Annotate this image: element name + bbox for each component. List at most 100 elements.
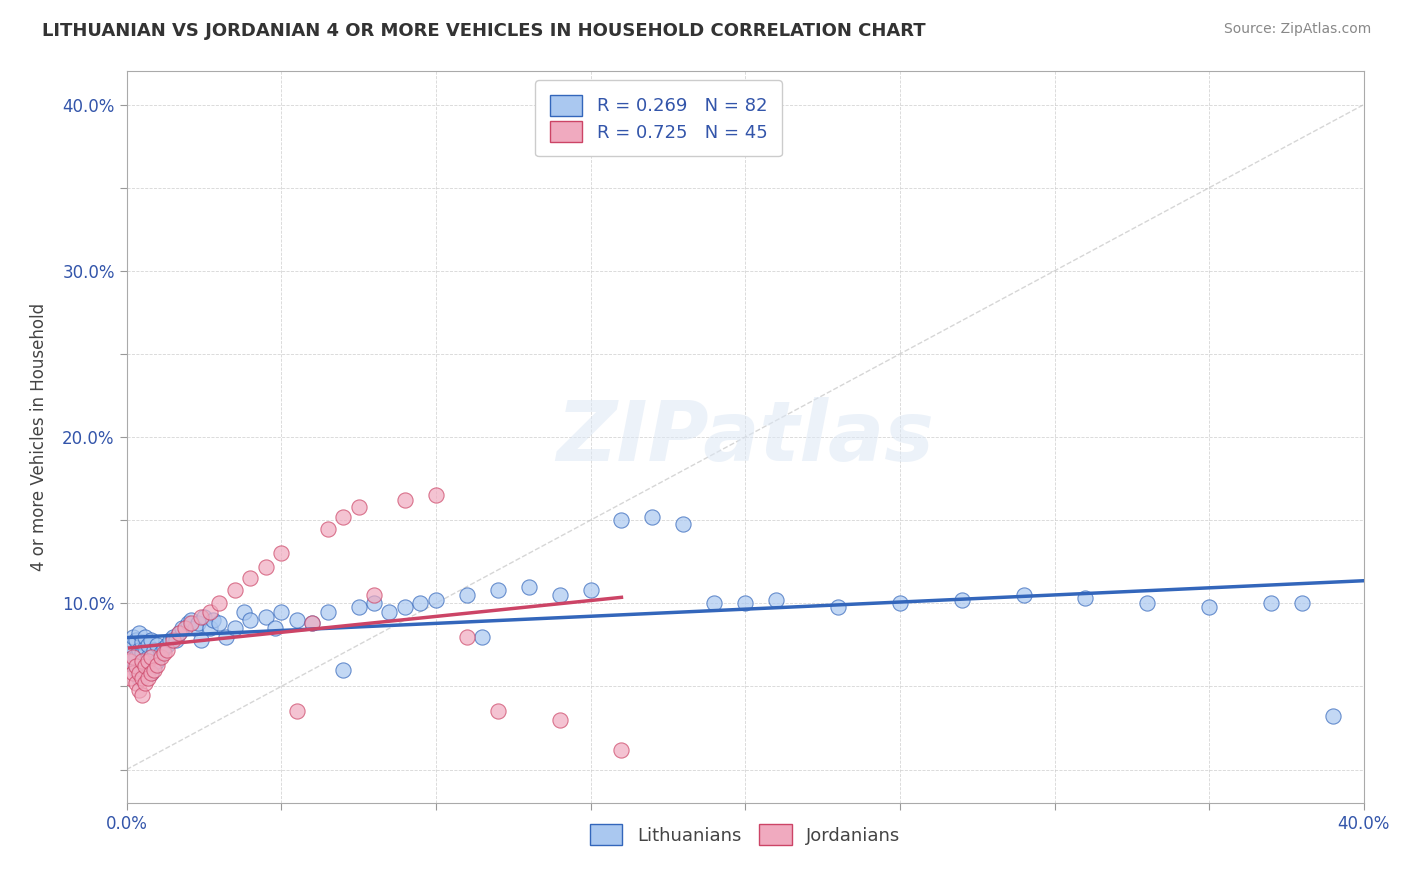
Legend: Lithuanians, Jordanians: Lithuanians, Jordanians [582, 817, 908, 852]
Point [136, 649, 159, 664]
Point [128, 682, 150, 697]
Point [152, 641, 174, 656]
Point [136, 671, 159, 685]
Point [174, 621, 197, 635]
Point [610, 513, 633, 527]
Point [134, 641, 156, 656]
Point [208, 596, 231, 610]
Point [134, 676, 156, 690]
Point [125, 659, 148, 673]
Point [167, 626, 190, 640]
Point [765, 593, 787, 607]
Point [143, 659, 166, 673]
Point [190, 632, 212, 647]
Point [224, 621, 246, 635]
Point [316, 605, 339, 619]
Point [118, 638, 141, 652]
Point [208, 616, 231, 631]
Point [149, 649, 172, 664]
Point [1291, 596, 1313, 610]
Point [394, 493, 416, 508]
Point [159, 632, 181, 647]
Point [734, 596, 756, 610]
Point [456, 630, 478, 644]
Point [378, 605, 401, 619]
Point [121, 630, 143, 644]
Point [363, 588, 385, 602]
Point [254, 609, 277, 624]
Point [548, 588, 571, 602]
Point [128, 666, 150, 681]
Point [183, 621, 205, 635]
Text: LITHUANIAN VS JORDANIAN 4 OR MORE VEHICLES IN HOUSEHOLD CORRELATION CHART: LITHUANIAN VS JORDANIAN 4 OR MORE VEHICL… [42, 22, 925, 40]
Point [1322, 709, 1344, 723]
Point [118, 655, 141, 669]
Point [131, 657, 153, 672]
Point [146, 655, 169, 669]
Point [270, 546, 292, 560]
Point [152, 646, 174, 660]
Point [118, 671, 141, 685]
Point [347, 500, 370, 514]
Point [143, 643, 166, 657]
Point [141, 666, 163, 681]
Point [156, 643, 179, 657]
Point [316, 521, 339, 535]
Point [131, 655, 153, 669]
Point [146, 657, 169, 672]
Point [177, 616, 200, 631]
Point [128, 626, 150, 640]
Point [134, 655, 156, 669]
Point [239, 613, 262, 627]
Point [425, 488, 447, 502]
Point [141, 632, 163, 647]
Point [131, 688, 153, 702]
Point [285, 705, 308, 719]
Point [486, 705, 509, 719]
Point [172, 621, 194, 635]
Point [198, 621, 221, 635]
Point [950, 593, 973, 607]
Point [134, 630, 156, 644]
Point [1198, 599, 1220, 614]
Point [332, 663, 354, 677]
Point [254, 559, 277, 574]
Point [548, 713, 571, 727]
Point [214, 630, 236, 644]
Point [146, 638, 169, 652]
Point [125, 676, 148, 690]
Point [136, 663, 159, 677]
Point [156, 638, 179, 652]
Point [128, 671, 150, 685]
Point [167, 626, 190, 640]
Point [202, 613, 225, 627]
Point [134, 659, 156, 673]
Point [409, 596, 432, 610]
Point [136, 655, 159, 669]
Point [1136, 596, 1159, 610]
Point [486, 582, 509, 597]
Point [141, 649, 163, 664]
Point [198, 605, 221, 619]
Point [1260, 596, 1282, 610]
Point [641, 509, 664, 524]
Text: ZIPatlas: ZIPatlas [557, 397, 934, 477]
Point [149, 646, 172, 660]
Point [187, 616, 209, 631]
Point [301, 616, 323, 631]
Point [301, 616, 323, 631]
Point [121, 666, 143, 681]
Point [141, 649, 163, 664]
Point [224, 582, 246, 597]
Point [125, 649, 148, 664]
Point [193, 609, 215, 624]
Point [703, 596, 725, 610]
Y-axis label: 4 or more Vehicles in Household: 4 or more Vehicles in Household [31, 303, 48, 571]
Point [162, 630, 184, 644]
Point [131, 646, 153, 660]
Point [143, 663, 166, 677]
Point [121, 649, 143, 664]
Point [239, 571, 262, 585]
Point [125, 632, 148, 647]
Text: Source: ZipAtlas.com: Source: ZipAtlas.com [1223, 22, 1371, 37]
